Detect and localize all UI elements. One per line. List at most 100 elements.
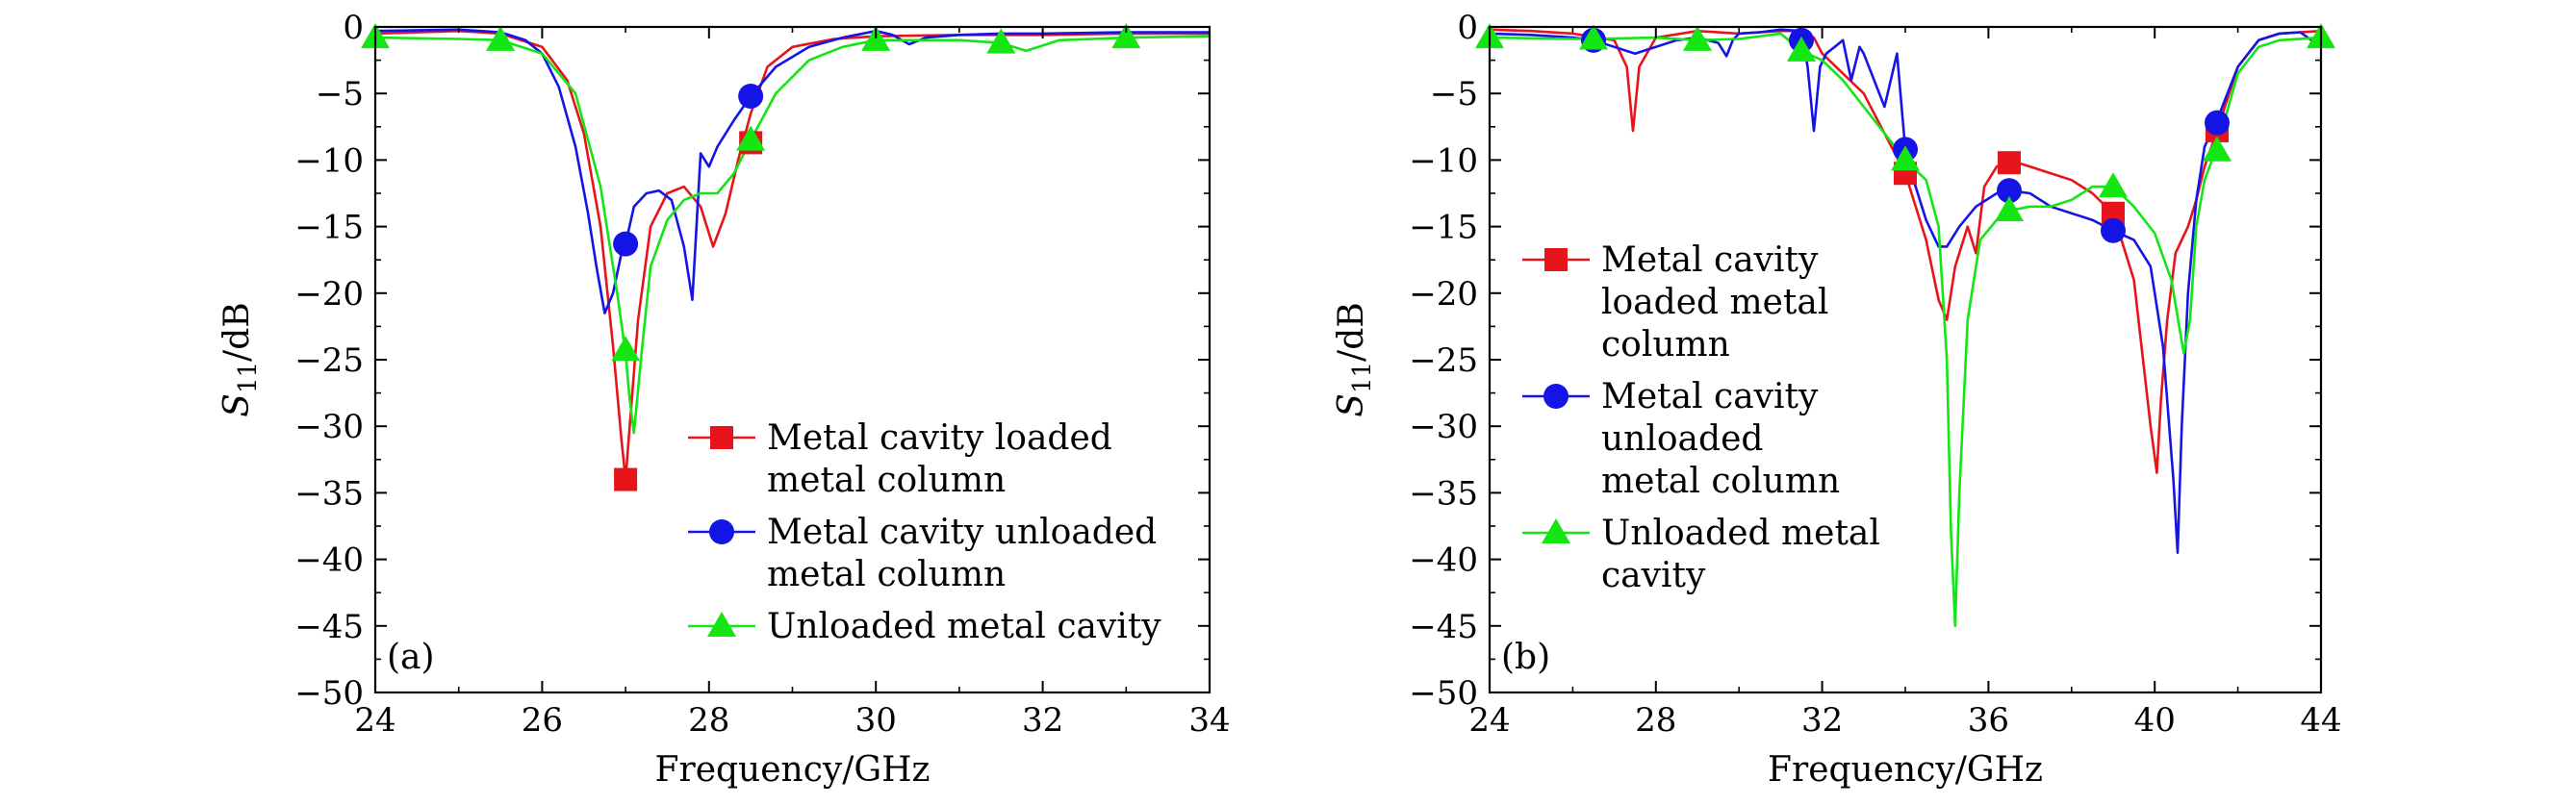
series-marker-triangle — [1891, 145, 1920, 171]
legend-label: metal column — [767, 461, 1006, 500]
series-marker-triangle — [1683, 25, 1712, 51]
x-tick-label: 24 — [354, 701, 395, 740]
y-axis-title-main: S — [1332, 393, 1371, 417]
legend-label: Metal cavity loaded — [767, 418, 1112, 458]
legend-label: unloaded — [1601, 419, 1763, 459]
series-marker-triangle — [611, 336, 641, 362]
y-tick-label: 0 — [343, 9, 364, 47]
y-tick-label: −40 — [1409, 541, 1478, 580]
legend-label: cavity — [1601, 556, 1706, 595]
y-tick-label: −45 — [294, 608, 364, 646]
series-group — [375, 28, 1210, 481]
panel-label: (b) — [1501, 638, 1550, 677]
y-tick-label: −25 — [294, 341, 364, 380]
y-tick-label: −35 — [294, 474, 364, 513]
legend-label: column — [1601, 325, 1730, 365]
y-tick-label: −50 — [294, 674, 364, 713]
y-tick-label: −35 — [1409, 474, 1478, 513]
legend-swatch-marker — [707, 612, 736, 637]
panel-label: (a) — [387, 638, 435, 677]
series-marker-circle — [1997, 178, 2022, 204]
y-tick-label: 0 — [1457, 9, 1478, 47]
x-tick-label: 34 — [1188, 701, 1230, 740]
series-marker-circle — [613, 231, 639, 257]
series-marker-circle — [738, 83, 764, 109]
series-marker-circle — [2101, 217, 2126, 243]
x-tick-label: 32 — [1801, 701, 1843, 740]
y-tick-label: −25 — [1409, 341, 1478, 380]
y-axis-title: S11/dB — [1332, 302, 1377, 416]
x-tick-label: 36 — [1968, 701, 2009, 740]
series-marker-triangle — [1787, 36, 1816, 62]
y-axis-title-main: S — [217, 393, 257, 417]
x-axis-title: Frequency/GHz — [655, 750, 931, 790]
series-line-square — [375, 29, 1210, 481]
y-tick-label: −10 — [294, 141, 364, 180]
legend-swatch-marker — [709, 519, 734, 544]
series-marker-square — [614, 467, 638, 491]
series-marker-triangle — [1111, 23, 1141, 49]
y-tick-label: −15 — [294, 209, 364, 247]
y-axis-title-subscript: 11 — [1348, 362, 1377, 393]
x-tick-label: 26 — [522, 701, 563, 740]
y-tick-label: −15 — [1409, 209, 1478, 247]
series-line-circle — [375, 28, 1210, 314]
series-marker-circle — [2205, 110, 2230, 136]
legend-label: Unloaded metal — [1601, 514, 1880, 553]
x-tick-label: 24 — [1468, 701, 1510, 740]
legend-swatch-marker — [1543, 384, 1569, 409]
legend-label: Metal cavity — [1601, 240, 1819, 280]
legend-swatch-marker — [710, 426, 733, 449]
series-marker-triangle — [986, 28, 1016, 54]
y-tick-label: −45 — [1409, 608, 1478, 646]
x-tick-label: 44 — [2300, 701, 2341, 740]
legend-swatch-marker — [1544, 248, 1568, 271]
x-tick-label: 30 — [855, 701, 897, 740]
y-tick-label: −50 — [1409, 674, 1478, 713]
y-tick-label: −5 — [316, 75, 364, 113]
y-axis-title-unit: /dB — [217, 302, 257, 362]
series-marker-square — [1998, 151, 2021, 175]
y-tick-label: −30 — [1409, 408, 1478, 446]
y-tick-label: −40 — [294, 541, 364, 580]
series-marker-triangle — [736, 125, 766, 151]
legend-entry-triangle: Unloaded metal cavity — [688, 607, 1161, 646]
series-line-square — [1490, 28, 2321, 474]
series-line-triangle — [375, 35, 1210, 435]
series-marker-triangle — [2099, 172, 2128, 198]
y-tick-label: −20 — [294, 275, 364, 314]
y-tick-label: −5 — [1430, 75, 1478, 113]
legend-swatch-marker — [1542, 518, 1570, 543]
y-tick-label: −10 — [1409, 141, 1478, 180]
y-axis-title-unit: /dB — [1332, 302, 1371, 362]
y-axis-title-subscript: 11 — [234, 362, 263, 393]
legend-label: metal column — [767, 555, 1006, 594]
x-tick-label: 28 — [688, 701, 729, 740]
legend-label: Unloaded metal cavity — [767, 607, 1161, 646]
series-marker-triangle — [486, 25, 516, 51]
x-axis-title: Frequency/GHz — [1768, 750, 2043, 790]
y-tick-label: −30 — [294, 408, 364, 446]
y-axis-title: S11/dB — [217, 302, 263, 416]
series-marker-triangle — [1995, 195, 2024, 221]
y-tick-label: −20 — [1409, 275, 1478, 314]
series-marker-triangle — [1579, 24, 1608, 50]
x-tick-label: 32 — [1022, 701, 1063, 740]
legend-label: loaded metal — [1601, 283, 1828, 322]
legend-label: Metal cavity unloaded — [767, 513, 1157, 552]
x-tick-label: 40 — [2134, 701, 2176, 740]
series-marker-triangle — [2203, 136, 2232, 162]
legend-label: metal column — [1601, 462, 1840, 501]
x-tick-label: 28 — [1635, 701, 1676, 740]
legend-label: Metal cavity — [1601, 377, 1819, 416]
